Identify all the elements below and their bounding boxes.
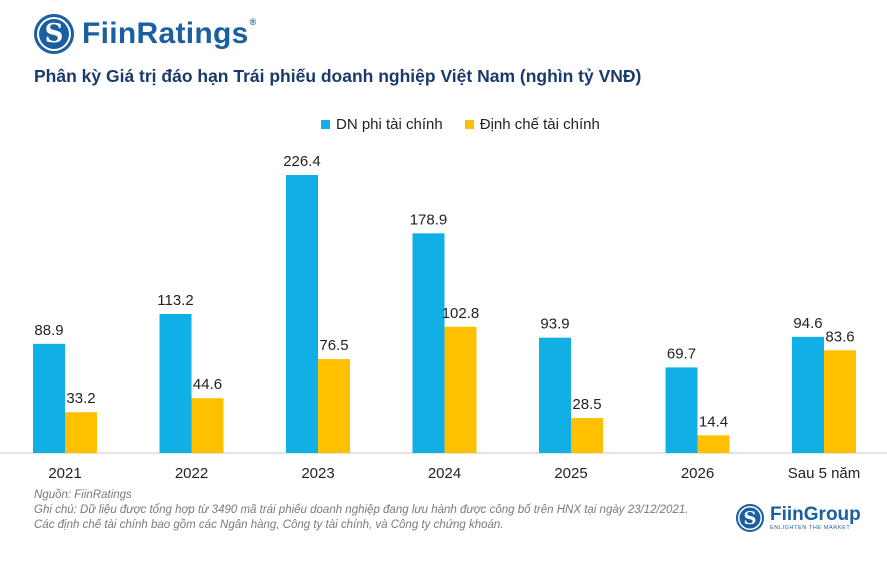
- fiingroup-tagline: ENLIGHTEN THE MARKET: [770, 525, 851, 531]
- data-label-non-financial-2: 226.4: [283, 153, 321, 170]
- bar-financial-2: [318, 359, 350, 453]
- x-tick-label-1: 2022: [175, 465, 208, 482]
- x-tick-label-6: Sau 5 năm: [788, 465, 861, 482]
- bar-financial-5: [697, 435, 730, 453]
- bar-financial-3: [444, 326, 477, 453]
- x-tick-label-0: 2021: [48, 465, 81, 482]
- bar-financial-1: [191, 398, 224, 453]
- data-label-financial-4: 28.5: [572, 396, 601, 413]
- bar-non-financial-3: [412, 233, 445, 453]
- data-label-financial-6: 83.6: [825, 328, 854, 345]
- legend-item-non-financial: DN phi tài chính: [321, 116, 443, 133]
- data-label-financial-2: 76.5: [319, 337, 348, 354]
- footnote: Ghi chú: Dữ liệu được tổng hợp từ 3490 m…: [34, 504, 689, 531]
- registered-mark: ®: [249, 17, 257, 27]
- chart-title: Phân kỳ Giá trị đáo hạn Trái phiếu doanh…: [34, 66, 642, 86]
- bar-non-financial-6: [792, 336, 824, 453]
- legend-item-financial: Định chế tài chính: [464, 116, 600, 133]
- legend-swatch-financial: [464, 120, 474, 129]
- bar-financial-6: [824, 350, 856, 453]
- legend-swatch-non-financial: [321, 120, 330, 129]
- x-tick-label-4: 2025: [554, 465, 587, 482]
- chart-notes: Nguồn: FiinRatings Ghi chú: Dữ liệu được…: [34, 488, 694, 533]
- fiinratings-brand: S FiinRatings®: [34, 14, 257, 54]
- data-label-non-financial-4: 93.9: [540, 316, 569, 333]
- bar-financial-4: [571, 418, 603, 453]
- data-label-non-financial-5: 69.7: [667, 345, 696, 362]
- data-label-non-financial-1: 113.2: [157, 292, 193, 309]
- data-label-financial-3: 102.8: [442, 305, 480, 322]
- bar-non-financial-0: [33, 343, 65, 453]
- data-label-financial-5: 14.4: [699, 413, 728, 430]
- legend-label-non-financial: DN phi tài chính: [336, 116, 443, 133]
- data-label-non-financial-6: 94.6: [793, 315, 822, 332]
- bar-financial-0: [65, 412, 97, 453]
- data-label-financial-1: 44.6: [193, 376, 222, 393]
- x-tick-label-2: 2023: [301, 465, 334, 482]
- data-label-financial-0: 33.2: [66, 390, 95, 407]
- x-tick-label-5: 2026: [681, 465, 714, 482]
- brand-name-text: FiinRatings: [82, 17, 249, 50]
- fiingroup-logo-icon: S: [736, 504, 764, 532]
- bar-non-financial-4: [539, 337, 571, 453]
- bar-non-financial-5: [665, 367, 698, 453]
- bar-non-financial-1: [159, 314, 192, 453]
- legend-label-financial: Định chế tài chính: [479, 116, 600, 133]
- chart-legend: DN phi tài chính Định chế tài chính: [321, 116, 622, 133]
- x-tick-label-3: 2024: [428, 465, 461, 482]
- fiingroup-name: FiinGroup: [770, 504, 861, 525]
- brand-name: FiinRatings®: [82, 17, 257, 51]
- source-note: Nguồn: FiinRatings: [34, 489, 132, 501]
- data-label-non-financial-0: 88.9: [34, 322, 63, 339]
- bar-non-financial-2: [286, 175, 318, 453]
- data-label-non-financial-3: 178.9: [410, 211, 448, 228]
- fiingroup-brand: S FiinGroup ENLIGHTEN THE MARKET: [736, 504, 861, 532]
- fiinratings-logo-icon: S: [34, 14, 74, 54]
